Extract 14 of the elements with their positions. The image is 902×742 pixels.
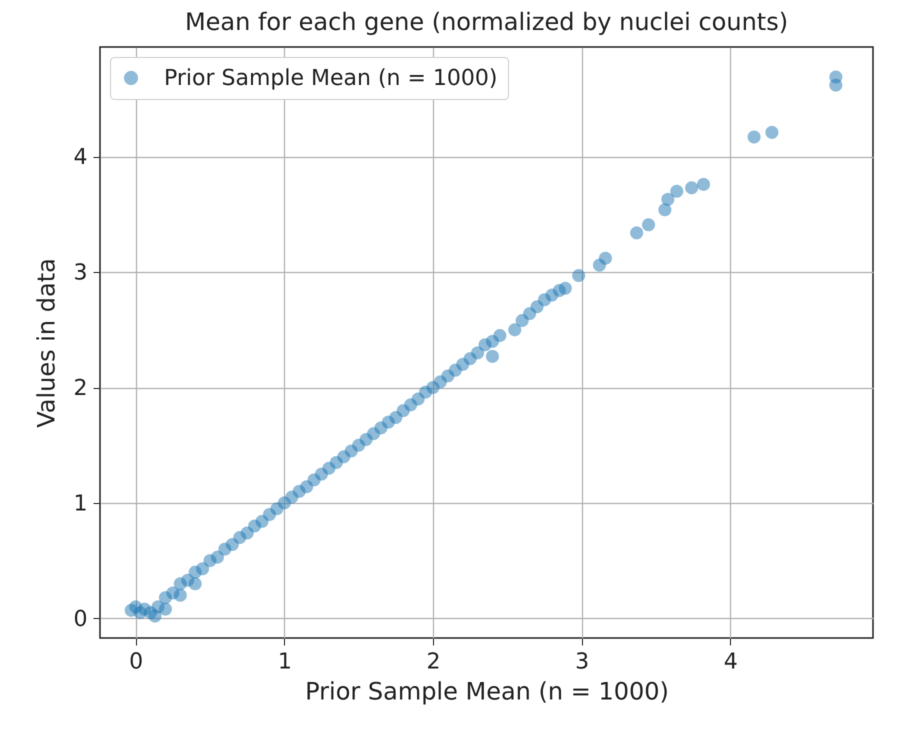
x-tick-label: 4 — [724, 650, 738, 674]
x-axis-title: Prior Sample Mean (n = 1000) — [305, 678, 669, 706]
x-tick-label: 0 — [129, 650, 144, 674]
y-axis-title: Values in data — [32, 258, 61, 428]
y-tick-label: 1 — [74, 491, 88, 516]
y-tick-label: 0 — [74, 606, 88, 632]
x-tick-label: 1 — [278, 650, 292, 674]
y-tick-label: 3 — [74, 260, 88, 286]
y-tick-label: 2 — [74, 376, 88, 402]
y-tick-label: 4 — [74, 145, 88, 170]
x-tick-label: 2 — [426, 650, 440, 674]
chart-title: Mean for each gene (normalized by nuclei counts) — [184, 8, 788, 36]
legend-label: Prior Sample Mean (n = 1000) — [164, 66, 498, 91]
x-tick-label: 3 — [575, 650, 590, 674]
